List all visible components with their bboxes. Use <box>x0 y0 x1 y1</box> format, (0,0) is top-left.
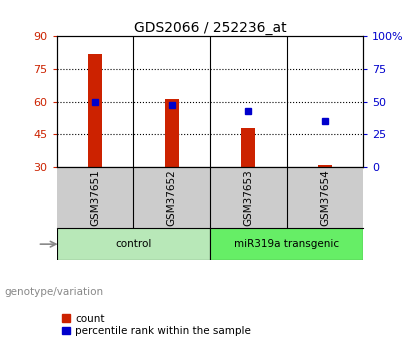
Text: GSM37651: GSM37651 <box>90 169 100 226</box>
Legend: count, percentile rank within the sample: count, percentile rank within the sample <box>62 314 251 336</box>
Text: control: control <box>115 239 152 249</box>
Bar <box>318 165 332 167</box>
Text: GSM37652: GSM37652 <box>167 169 177 226</box>
Text: GSM37654: GSM37654 <box>320 169 330 226</box>
Bar <box>210 228 363 260</box>
Title: GDS2066 / 252236_at: GDS2066 / 252236_at <box>134 21 286 35</box>
Text: GSM37653: GSM37653 <box>243 169 253 226</box>
Text: genotype/variation: genotype/variation <box>4 287 103 296</box>
Bar <box>57 228 210 260</box>
Bar <box>88 53 102 167</box>
Bar <box>165 99 178 167</box>
Text: miR319a transgenic: miR319a transgenic <box>234 239 339 249</box>
Bar <box>241 128 255 167</box>
